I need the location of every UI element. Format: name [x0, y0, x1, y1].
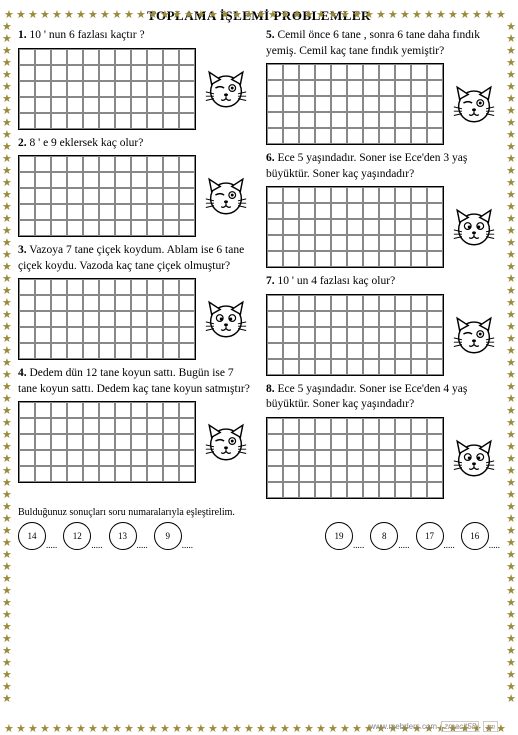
answer-circle[interactable]: 17 — [416, 522, 444, 550]
question-text: 1. 10 ' nun 6 fazlası kaçtır ? — [18, 28, 252, 44]
cat-icon — [202, 295, 250, 343]
match-dots: ..... — [489, 540, 500, 550]
problem: 5. Cemil önce 6 tane , sonra 6 tane daha… — [266, 28, 500, 145]
match-dots: ..... — [444, 540, 455, 550]
problem: 6. Ece 5 yaşındadır. Soner ise Ece'den 3… — [266, 151, 500, 268]
problem: 3. Vazoya 7 tane çiçek koydum. Ablam ise… — [18, 243, 252, 360]
cat-icon — [450, 203, 498, 251]
cat-icon — [202, 172, 250, 220]
answer-circle[interactable]: 19 — [325, 522, 353, 550]
answer-circle[interactable]: 8 — [370, 522, 398, 550]
question-text: 4. Dedem dün 12 tane koyun sattı. Bugün … — [18, 366, 252, 397]
match-dots: ..... — [137, 540, 148, 550]
answer-grid[interactable] — [18, 48, 196, 130]
answer-grid[interactable] — [18, 278, 196, 360]
answer-circle[interactable]: 13 — [109, 522, 137, 550]
answer-grid[interactable] — [266, 417, 444, 499]
answer-grid[interactable] — [18, 155, 196, 237]
answer-grid[interactable] — [18, 401, 196, 483]
answer-grid[interactable] — [266, 63, 444, 145]
match-dots: ..... — [46, 540, 57, 550]
cat-icon — [202, 65, 250, 113]
match-dots: ..... — [91, 540, 102, 550]
question-text: 2. 8 ' e 9 eklersek kaç olur? — [18, 136, 252, 152]
answer-grid[interactable] — [266, 294, 444, 376]
problem: 2. 8 ' e 9 eklersek kaç olur? — [18, 136, 252, 238]
problem: 1. 10 ' nun 6 fazlası kaçtır ? — [18, 28, 252, 130]
match-dots: ..... — [398, 540, 409, 550]
problem: 8. Ece 5 yaşındadır. Soner ise Ece'den 4… — [266, 382, 500, 499]
answer-circle[interactable]: 16 — [461, 522, 489, 550]
question-text: 8. Ece 5 yaşındadır. Soner ise Ece'den 4… — [266, 382, 500, 413]
cat-icon — [450, 80, 498, 128]
question-text: 3. Vazoya 7 tane çiçek koydum. Ablam ise… — [18, 243, 252, 274]
answer-grid[interactable] — [266, 186, 444, 268]
answer-circle[interactable]: 14 — [18, 522, 46, 550]
page-title: TOPLAMA İŞLEMİ PROBLEMLER — [0, 8, 518, 24]
answer-circle[interactable]: 12 — [63, 522, 91, 550]
question-text: 6. Ece 5 yaşındadır. Soner ise Ece'den 3… — [266, 151, 500, 182]
question-text: 7. 10 ' un 4 fazlası kaç olur? — [266, 274, 500, 290]
match-instruction: Bulduğunuz sonuçları soru numaralarıyla … — [18, 507, 518, 518]
match-dots: ..... — [353, 540, 364, 550]
question-text: 5. Cemil önce 6 tane , sonra 6 tane daha… — [266, 28, 500, 59]
cat-icon — [202, 418, 250, 466]
answer-circle[interactable]: 9 — [154, 522, 182, 550]
problem: 7. 10 ' un 4 fazlası kaç olur? — [266, 274, 500, 376]
cat-icon — [450, 311, 498, 359]
cat-icon — [450, 434, 498, 482]
problem: 4. Dedem dün 12 tane koyun sattı. Bugün … — [18, 366, 252, 483]
match-dots: ..... — [182, 540, 193, 550]
